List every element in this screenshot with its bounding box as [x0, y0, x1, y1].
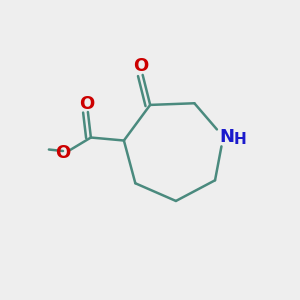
Text: H: H [233, 132, 246, 147]
Text: O: O [79, 94, 94, 112]
Text: N: N [219, 128, 234, 146]
Text: O: O [134, 57, 149, 75]
Text: O: O [55, 143, 70, 161]
